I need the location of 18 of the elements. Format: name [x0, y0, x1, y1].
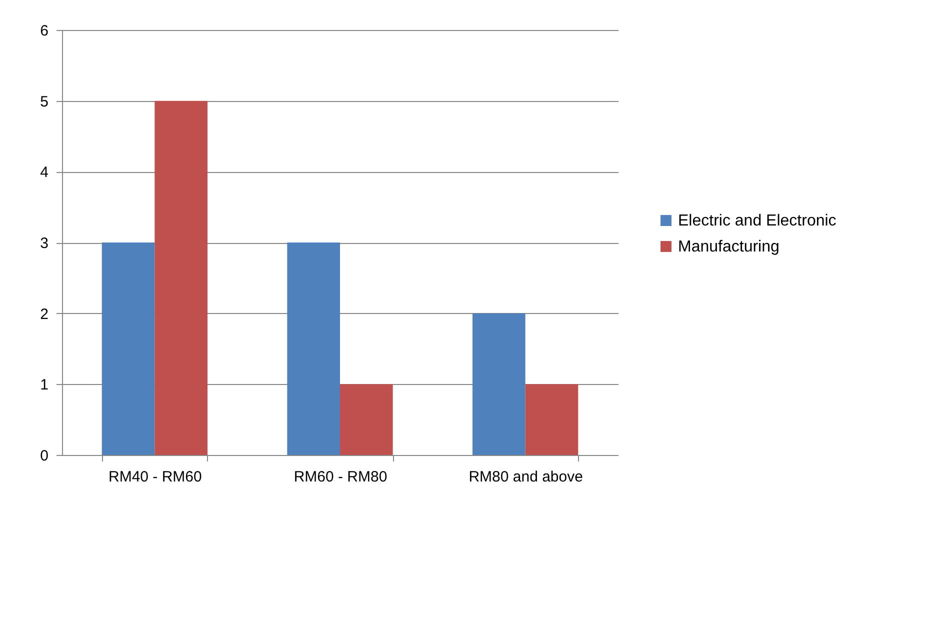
bar [525, 384, 578, 455]
y-tick-label: 3 [40, 235, 48, 252]
y-tick-label: 5 [40, 93, 48, 110]
bar [102, 242, 155, 455]
y-tick-label: 2 [40, 306, 48, 323]
bar [472, 313, 526, 455]
y-tick-label: 1 [40, 376, 48, 394]
y-tick-label: 0 [40, 448, 48, 464]
bar [287, 242, 340, 455]
x-tick-label: RM40 - RM60 [108, 468, 202, 486]
legend-label: Manufacturing [678, 238, 780, 256]
x-tick-label: RM60 - RM80 [294, 468, 388, 486]
x-tick-label: RM80 and above [468, 468, 583, 486]
bar [340, 384, 393, 455]
y-tick-label: 6 [40, 22, 48, 40]
bar [154, 100, 208, 455]
y-tick-label: 4 [40, 164, 48, 182]
legend-label: Electric and Electronic [678, 212, 836, 230]
